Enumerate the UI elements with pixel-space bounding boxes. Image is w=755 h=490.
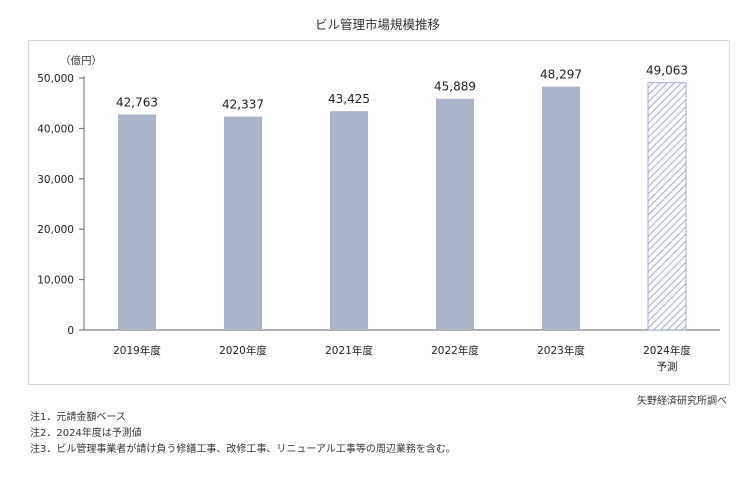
bar-value-label: 45,889 (434, 80, 476, 94)
bar-value-label: 48,297 (540, 68, 582, 82)
x-tick-label: 2023年度 (537, 344, 585, 357)
bar (330, 111, 368, 330)
x-tick-label: 2021年度 (325, 344, 373, 357)
footnote-2: 注2．2024年度は予測値 (30, 428, 142, 439)
x-tick-label: 2024年度 (643, 344, 691, 357)
x-tick-label: 2019年度 (113, 344, 161, 357)
x-tick-label: 2022年度 (431, 344, 479, 357)
x-tick-sublabel: 予測 (657, 360, 678, 373)
bar-chart: （億円） 0 10,000 20,000 30,000 40,000 50,000 42,… (37, 54, 720, 373)
y-tick-label: 40,000 (37, 123, 74, 135)
footnotes: 注1．元請金額ベース 注2．2024年度は予測値 注3．ビル管理事業者が請け負う… (30, 410, 456, 458)
bar-value-label: 42,763 (116, 95, 158, 109)
bar (436, 98, 474, 330)
chart-title: ビル管理市場規模推移 (314, 17, 440, 32)
y-tick-label: 50,000 (37, 73, 74, 85)
bar (118, 114, 156, 330)
footnote-3: 注3．ビル管理事業者が請け負う修繕工事、改修工事、リニューアル工事等の周辺業務を… (30, 444, 456, 455)
bar-value-label: 49,063 (646, 64, 688, 78)
bar-value-label: 42,337 (222, 98, 264, 112)
bar-value-label: 43,425 (328, 92, 370, 106)
chart-frame (28, 40, 730, 385)
y-tick-label: 20,000 (37, 224, 74, 236)
y-tick-label: 10,000 (37, 275, 74, 287)
footnote-1: 注1．元請金額ベース (30, 412, 126, 423)
y-tick-label: 30,000 (37, 174, 74, 186)
bar-forecast (647, 82, 687, 331)
x-tick-label: 2020年度 (219, 344, 267, 357)
bar (224, 116, 262, 330)
y-axis-unit-label: （億円） (60, 54, 102, 67)
bar (542, 86, 580, 330)
y-tick-label: 0 (67, 325, 74, 337)
source-credit: 矢野経済研究所調べ (637, 396, 727, 407)
